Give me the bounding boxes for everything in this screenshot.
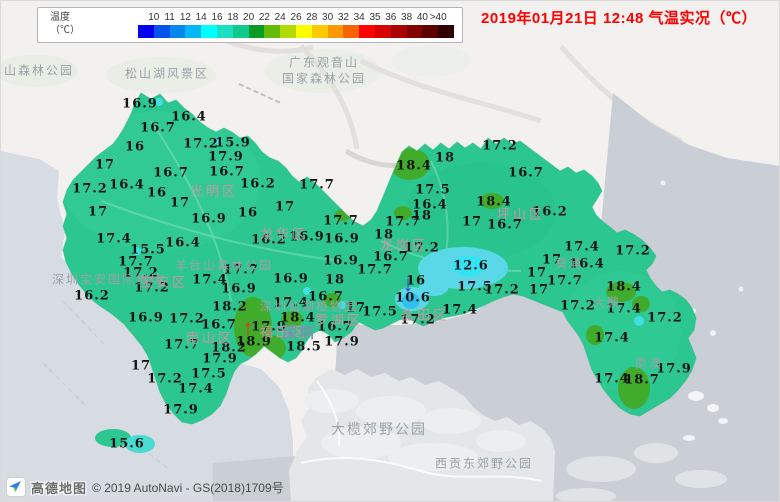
temperature-zones xyxy=(63,98,681,409)
island xyxy=(95,429,155,453)
legend-tick: 22 xyxy=(258,12,270,23)
temperature-legend: 温度 （℃） 10 11 12 14 16 18 20 22 24 26 28 30 32 34 35 36 3… xyxy=(37,7,463,43)
legend-cell xyxy=(185,25,202,38)
legend-cell xyxy=(216,25,233,38)
legend-cell xyxy=(406,25,423,38)
legend-cell xyxy=(264,25,281,38)
legend-cell xyxy=(311,25,328,38)
legend-tick: 28 xyxy=(306,12,318,23)
railway-line xyxy=(238,83,284,105)
copyright-text: © 2019 AutoNavi - GS(2018)1709号 xyxy=(92,480,284,495)
legend-cell xyxy=(390,25,407,38)
legend-tick: 20 xyxy=(243,12,255,23)
legend-tick: 35 xyxy=(369,12,381,23)
legend-cell xyxy=(232,25,249,38)
legend-tick: 10 xyxy=(148,12,160,23)
map-attribution: 高德地图 © 2019 AutoNavi - GS(2018)1709号 xyxy=(6,477,284,497)
legend-cell xyxy=(327,25,344,38)
legend-cell xyxy=(153,25,170,38)
hongkong-hills xyxy=(303,389,526,471)
legend-tick: 38 xyxy=(401,12,413,23)
legend-cell xyxy=(422,25,439,38)
legend-tick: 26 xyxy=(290,12,302,23)
sea-west xyxy=(1,151,293,501)
sea-islands xyxy=(556,180,744,501)
legend-cell xyxy=(343,25,360,38)
legend-tick: 16 xyxy=(211,12,223,23)
legend-cell xyxy=(295,25,312,38)
hongkong-roads xyxy=(300,380,542,482)
legend-tick: 34 xyxy=(353,12,365,23)
legend-cell xyxy=(359,25,375,38)
legend-tick: 36 xyxy=(385,12,397,23)
amap-brand: 高德地图 xyxy=(31,480,88,496)
legend-cell xyxy=(248,25,265,38)
legend-cell xyxy=(438,25,454,38)
legend-tick: 11 xyxy=(164,12,175,23)
legend-cell xyxy=(201,25,217,38)
cold-zone-blobs xyxy=(133,98,644,326)
legend-cell xyxy=(374,25,391,38)
warm-zone-blobs xyxy=(234,148,650,409)
legend-tick: 40 xyxy=(416,12,428,23)
legend-tick: >40 xyxy=(429,12,447,23)
legend-cell xyxy=(280,25,296,38)
legend-tick: 14 xyxy=(195,12,207,23)
legend-cell xyxy=(169,25,186,38)
legend-tick: 12 xyxy=(179,12,191,23)
legend-cell xyxy=(138,25,154,38)
legend-title: 温度 （℃） xyxy=(50,12,80,36)
legend-tick: 30 xyxy=(322,12,334,23)
legend-tick: 18 xyxy=(227,12,239,23)
legend-tick: 24 xyxy=(274,12,286,23)
background-parks xyxy=(1,45,471,93)
legend-tick: 32 xyxy=(337,12,349,23)
legend-color-bar xyxy=(138,25,454,38)
page-title: 2019年01月21日 12:48 气温实况（℃） xyxy=(481,10,757,27)
amap-logo-icon xyxy=(6,477,26,497)
